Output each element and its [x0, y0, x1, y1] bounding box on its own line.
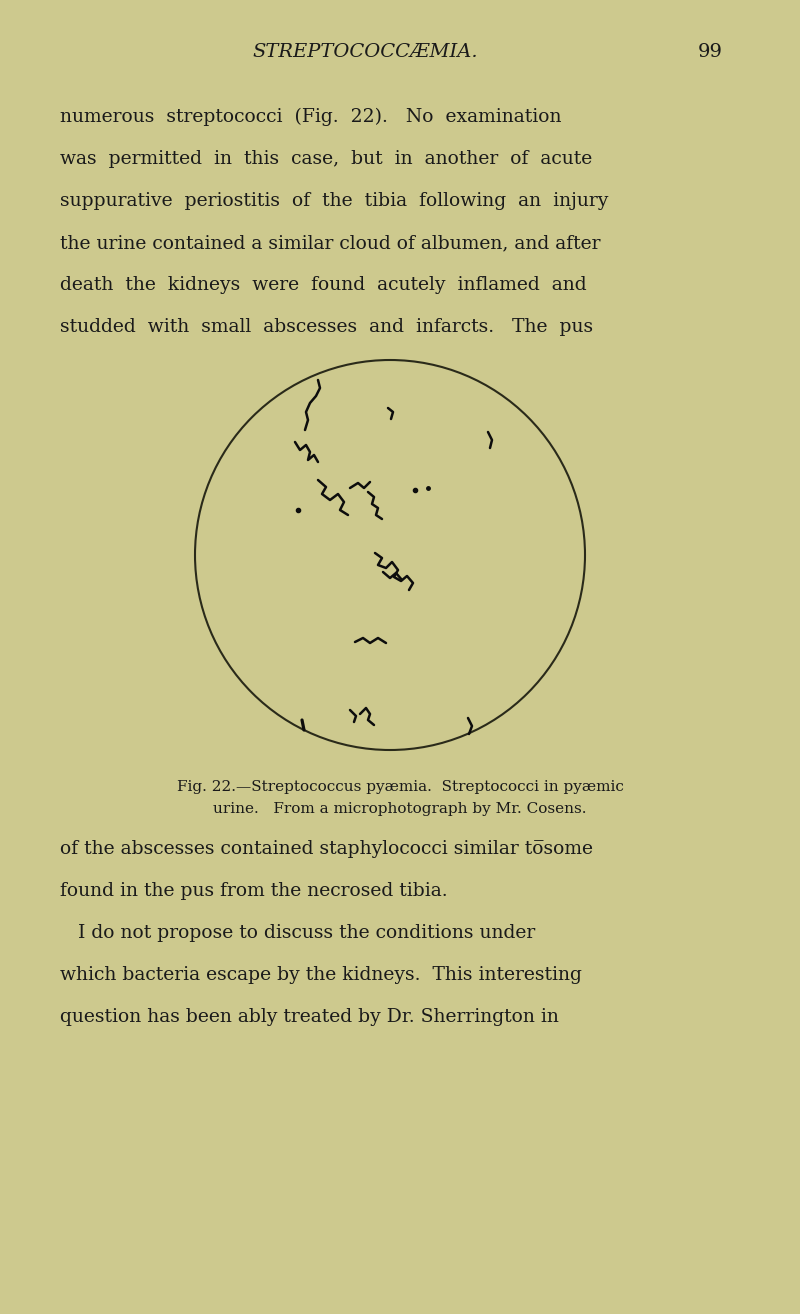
Text: found in the pus from the necrosed tibia.: found in the pus from the necrosed tibia… [60, 882, 448, 900]
Text: suppurative  periostitis  of  the  tibia  following  an  injury: suppurative periostitis of the tibia fol… [60, 192, 608, 210]
Text: death  the  kidneys  were  found  acutely  inflamed  and: death the kidneys were found acutely inf… [60, 276, 586, 294]
Text: of the abscesses contained staphylococci similar to̅some: of the abscesses contained staphylococci… [60, 840, 593, 858]
Text: I do not propose to discuss the conditions under: I do not propose to discuss the conditio… [60, 924, 535, 942]
Text: which bacteria escape by the kidneys.  This interesting: which bacteria escape by the kidneys. Th… [60, 966, 582, 984]
Text: Fig. 22.—Streptococcus pyæmia.  Streptococci in pyæmic: Fig. 22.—Streptococcus pyæmia. Streptoco… [177, 781, 623, 794]
Text: the urine contained a similar cloud of albumen, and after: the urine contained a similar cloud of a… [60, 234, 601, 252]
Text: was  permitted  in  this  case,  but  in  another  of  acute: was permitted in this case, but in anoth… [60, 150, 592, 168]
Text: urine.   From a microphotograph by Mr. Cosens.: urine. From a microphotograph by Mr. Cos… [214, 802, 586, 816]
Text: STREPTOCOCCÆMIA.: STREPTOCOCCÆMIA. [252, 43, 478, 60]
Text: 99: 99 [698, 43, 722, 60]
Text: question has been ably treated by Dr. Sherrington in: question has been ably treated by Dr. Sh… [60, 1008, 559, 1026]
Text: numerous  streptococci  (Fig.  22).   No  examination: numerous streptococci (Fig. 22). No exam… [60, 108, 562, 126]
Text: studded  with  small  abscesses  and  infarcts.   The  pus: studded with small abscesses and infarct… [60, 318, 593, 336]
